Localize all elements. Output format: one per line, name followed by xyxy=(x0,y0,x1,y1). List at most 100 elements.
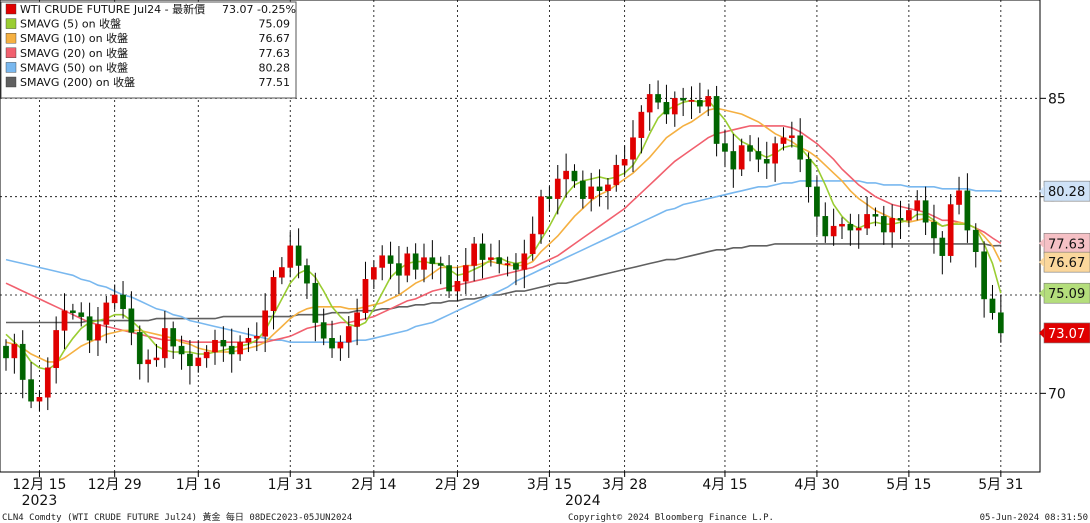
candle-18 xyxy=(153,343,160,367)
candle-body-117 xyxy=(981,251,987,300)
candle-body-17 xyxy=(145,359,151,365)
candle-114 xyxy=(956,176,962,215)
candle-body-6 xyxy=(53,330,60,369)
candle-body-71 xyxy=(596,186,603,192)
candle-body-84 xyxy=(705,96,712,107)
candle-79 xyxy=(663,84,670,124)
candle-105 xyxy=(880,205,887,245)
candle-46 xyxy=(387,241,394,280)
candle-body-60 xyxy=(504,263,511,265)
candle-body-102 xyxy=(855,227,862,231)
candle-3 xyxy=(28,362,34,409)
candle-62 xyxy=(521,239,528,289)
candle-30 xyxy=(253,322,260,352)
legend-value-0: 73.07 -0.25% xyxy=(222,3,296,16)
candle-117 xyxy=(981,241,987,318)
candle-39 xyxy=(329,320,335,358)
candle-87 xyxy=(730,133,737,188)
candle-body-38 xyxy=(320,322,327,339)
candle-body-64 xyxy=(538,196,544,235)
candle-body-92 xyxy=(772,143,778,164)
candle-44 xyxy=(370,260,377,290)
x-tick-label-10: 5月 15 xyxy=(886,477,931,493)
candle-body-5 xyxy=(44,367,51,398)
badge-pointer-3 xyxy=(1039,288,1044,299)
candle-29 xyxy=(245,327,252,353)
candle-body-21 xyxy=(178,345,185,355)
candle-body-12 xyxy=(103,302,110,325)
x-tick-label-7: 3月 28 xyxy=(602,477,647,493)
candle-103 xyxy=(864,196,870,236)
candle-2 xyxy=(19,330,26,399)
candle-body-56 xyxy=(471,243,478,266)
candle-body-68 xyxy=(571,170,578,182)
candle-body-37 xyxy=(312,282,319,323)
candle-body-45 xyxy=(379,255,386,268)
footer-source: CLN4 Comdty (WTI CRUDE FUTURE Jul24) 黃金 … xyxy=(2,511,352,523)
candle-76 xyxy=(638,105,645,154)
candle-body-65 xyxy=(546,196,553,199)
candle-body-32 xyxy=(270,277,277,311)
candle-24 xyxy=(203,345,210,368)
legend-swatch-2 xyxy=(5,33,17,44)
candle-body-40 xyxy=(337,341,344,349)
legend-swatch-0 xyxy=(5,3,17,15)
x-year-label-0: 2023 xyxy=(22,493,58,509)
sma50-line xyxy=(5,180,1001,344)
candle-body-58 xyxy=(488,257,494,260)
candle-50 xyxy=(421,243,427,283)
badge-label-1: 77.63 xyxy=(1048,237,1085,252)
candle-body-66 xyxy=(554,178,561,199)
candle-body-11 xyxy=(95,324,101,341)
candle-52 xyxy=(437,256,444,285)
candle-42 xyxy=(354,298,360,346)
candle-55 xyxy=(462,247,469,295)
candle-body-118 xyxy=(989,298,996,313)
candle-body-91 xyxy=(763,159,770,164)
x-tick-label-0: 12月 15 xyxy=(12,477,66,493)
candle-54 xyxy=(454,267,461,301)
candle-7 xyxy=(61,293,68,350)
candle-body-90 xyxy=(755,151,762,160)
candle-11 xyxy=(95,306,101,356)
candle-body-103 xyxy=(864,214,870,229)
legend-name-1: SMAVG (5) on 收盤 xyxy=(20,17,121,31)
x-tick-label-4: 2月 14 xyxy=(351,477,396,493)
x-tick-label-5: 2月 29 xyxy=(435,477,480,493)
candle-108 xyxy=(906,203,912,228)
candle-body-114 xyxy=(956,190,962,205)
candle-64 xyxy=(538,189,544,244)
candle-body-110 xyxy=(922,200,929,223)
candle-body-25 xyxy=(212,339,218,353)
candle-98 xyxy=(822,202,829,243)
candle-49 xyxy=(412,243,419,280)
candle-body-115 xyxy=(964,190,971,231)
candle-body-62 xyxy=(521,253,528,270)
candle-84 xyxy=(705,89,712,117)
x-tick-label-2: 1月 16 xyxy=(176,477,221,493)
candle-4 xyxy=(36,390,43,412)
legend-box xyxy=(0,1,297,99)
candle-body-30 xyxy=(253,336,260,339)
badge-pointer-4 xyxy=(1039,327,1044,338)
candle-86 xyxy=(722,129,728,168)
legend-name-4: SMAVG (50) on 收盤 xyxy=(20,60,128,74)
candle-77 xyxy=(646,83,653,131)
moving-average-lines xyxy=(5,99,1002,371)
candle-body-116 xyxy=(972,229,979,252)
candle-107 xyxy=(897,200,904,239)
legend-item-4: SMAVG (50) on 收盤 80.28 xyxy=(5,60,290,74)
candle-body-20 xyxy=(170,328,177,347)
candle-13 xyxy=(111,284,118,310)
candle-65 xyxy=(546,186,553,212)
badge-label-3: 75.09 xyxy=(1048,287,1085,302)
candle-body-53 xyxy=(446,265,452,292)
candle-body-27 xyxy=(228,345,235,355)
badge-label-0: 80.28 xyxy=(1048,185,1085,200)
candle-body-31 xyxy=(262,310,269,337)
candle-69 xyxy=(579,170,586,209)
candle-body-35 xyxy=(295,245,302,266)
candle-body-33 xyxy=(279,267,285,278)
candle-91 xyxy=(763,141,770,179)
candle-body-112 xyxy=(939,237,946,256)
